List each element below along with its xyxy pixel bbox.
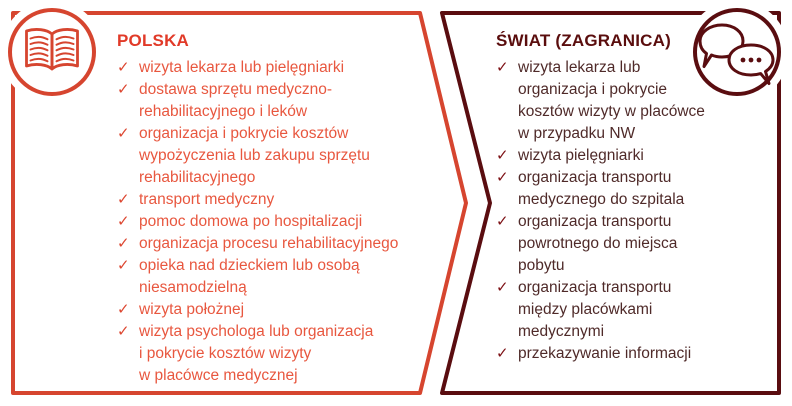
- swiat-benefits-list: ✓ wizyta lekarza lub organizacja i pokry…: [496, 57, 721, 365]
- polska-panel-outline: [11, 11, 468, 395]
- benefit-text: organizacja i pokrycie kosztów wypożycze…: [139, 125, 370, 186]
- benefit-item: ✓ transport medyczny: [117, 189, 429, 211]
- benefit-text: przekazywanie informacji: [518, 345, 692, 362]
- small-bubble: [727, 43, 775, 85]
- polska-panel: POLSKA ✓ wizyta lekarza lub pielęgniarki…: [117, 31, 429, 387]
- benefit-text: pomoc domowa po hospitalizacji: [139, 213, 363, 230]
- check-icon: ✓: [496, 169, 509, 186]
- benefit-text: organizacja procesu rehabilitacyjnego: [139, 235, 399, 252]
- benefit-item: ✓ wizyta położnej: [117, 299, 429, 321]
- benefit-text: organizacja transportu powrotnego do mie…: [518, 213, 678, 274]
- benefit-item: ✓ wizyta pielęgniarki: [496, 145, 721, 167]
- check-icon: ✓: [117, 81, 130, 98]
- benefit-text: wizyta pielęgniarki: [518, 147, 644, 164]
- benefit-text: organizacja transportu medycznego do szp…: [518, 169, 685, 208]
- benefit-item: ✓ wizyta psychologa lub organizacja i po…: [117, 321, 429, 387]
- benefit-item: ✓ organizacja transportu powrotnego do m…: [496, 211, 721, 277]
- book-glyph: [25, 28, 79, 71]
- check-icon: ✓: [117, 257, 130, 274]
- book-page-lines: [29, 35, 75, 63]
- check-icon: ✓: [496, 279, 509, 296]
- benefit-text: wizyta psychologa lub organizacja i pokr…: [139, 323, 374, 384]
- check-icon: ✓: [117, 235, 130, 252]
- check-icon: ✓: [117, 301, 130, 318]
- swiat-panel: ŚWIAT (ZAGRANICA) ✓ wizyta lekarza lub o…: [496, 31, 721, 365]
- polska-benefits-list: ✓ wizyta lekarza lub pielęgniarki ✓ dost…: [117, 57, 429, 387]
- benefit-item: ✓ opieka nad dzieckiem lub osobą niesamo…: [117, 255, 429, 299]
- benefit-text: dostawa sprzętu medyczno- rehabilitacyjn…: [139, 81, 332, 120]
- benefit-item: ✓ organizacja procesu rehabilitacyjnego: [117, 233, 429, 255]
- polska-title: POLSKA: [117, 31, 190, 50]
- check-icon: ✓: [117, 191, 130, 208]
- benefit-item: ✓ wizyta lekarza lub organizacja i pokry…: [496, 57, 721, 145]
- large-bubble: [698, 23, 745, 68]
- benefit-text: wizyta lekarza lub organizacja i pokryci…: [518, 59, 705, 142]
- benefit-item: ✓ pomoc domowa po hospitalizacji: [117, 211, 429, 233]
- benefit-item: ✓ organizacja transportu między placówka…: [496, 277, 721, 343]
- benefit-text: opieka nad dzieckiem lub osobą niesamodz…: [139, 257, 360, 296]
- check-icon: ✓: [117, 125, 130, 142]
- speech-bubbles-icon: [685, 0, 789, 104]
- benefit-text: wizyta położnej: [139, 301, 245, 318]
- benefit-text: transport medyczny: [139, 191, 275, 208]
- open-book-icon: [0, 0, 104, 104]
- check-icon: ✓: [117, 213, 130, 230]
- check-icon: ✓: [496, 59, 509, 76]
- check-icon: ✓: [117, 59, 130, 76]
- bubble-dots: [740, 57, 762, 63]
- benefit-item: ✓ przekazywanie informacji: [496, 343, 721, 365]
- benefit-item: ✓ organizacja transportu medycznego do s…: [496, 167, 721, 211]
- benefit-text: organizacja transportu między placówkami…: [518, 279, 672, 340]
- benefit-item: ✓ wizyta lekarza lub pielęgniarki: [117, 57, 429, 79]
- benefit-item: ✓ organizacja i pokrycie kosztów wypożyc…: [117, 123, 429, 189]
- check-icon: ✓: [496, 147, 509, 164]
- check-icon: ✓: [117, 323, 130, 340]
- check-icon: ✓: [496, 213, 509, 230]
- check-icon: ✓: [496, 345, 509, 362]
- benefit-text: wizyta lekarza lub pielęgniarki: [139, 59, 345, 76]
- swiat-title: ŚWIAT (ZAGRANICA): [496, 31, 671, 50]
- benefit-item: ✓ dostawa sprzętu medyczno- rehabilitacy…: [117, 79, 429, 123]
